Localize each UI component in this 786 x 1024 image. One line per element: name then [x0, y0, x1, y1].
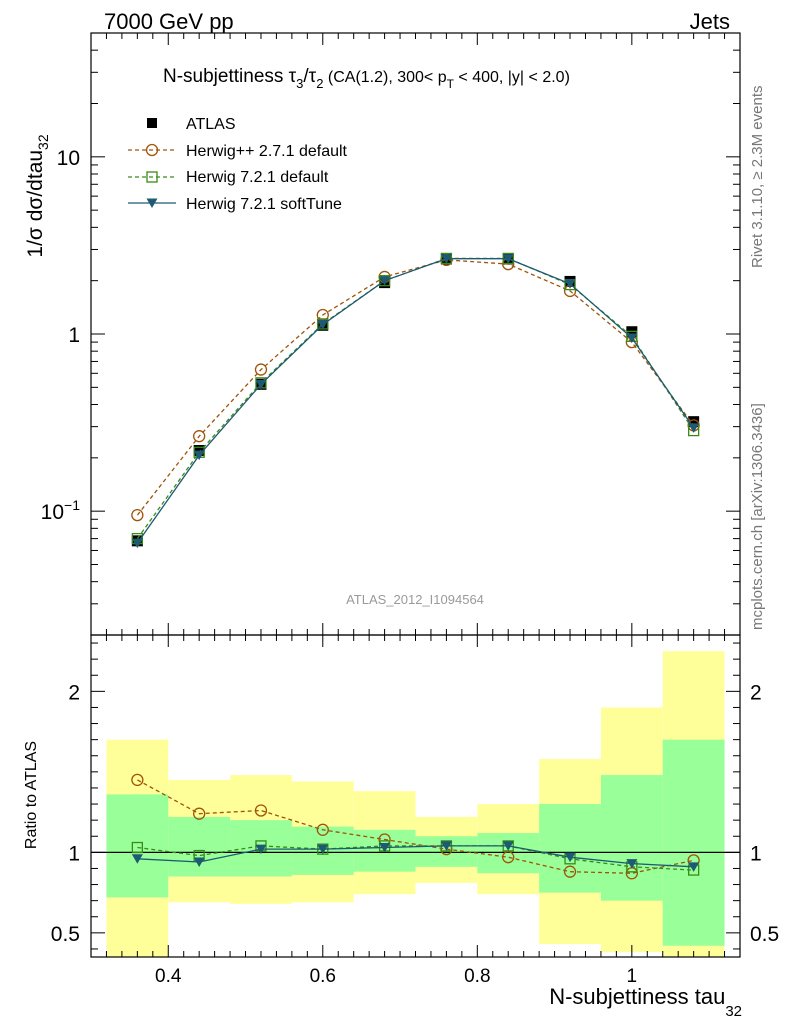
ratio-point-softtune	[688, 862, 700, 872]
ratio-y-tick-label-left: 1	[68, 842, 80, 865]
ratio-point-softtune	[502, 841, 514, 851]
main-point-softtune	[317, 320, 329, 330]
ratio-y-axis-label: Ratio to ATLAS	[23, 741, 40, 849]
ratio-x-tick-label: 1	[627, 966, 638, 987]
ratio-point-softtune	[131, 854, 143, 864]
ratio-uncertainty-bands	[106, 651, 725, 957]
main-point-herwigpp	[131, 508, 144, 522]
main-point-herwigpp	[193, 430, 206, 443]
ratio-point-herwigpp	[316, 823, 329, 836]
main-line-herwig721	[136, 257, 695, 539]
main-point-softtune	[440, 254, 452, 264]
legend-label-softtune: Herwig 7.2.1 softTune	[186, 196, 342, 213]
main-y-axis-label-text: 1/σ dσ/dtau	[24, 150, 47, 258]
main-title: N-subjettiness τ3/τ2 (CA(1.2), 300< pT <…	[163, 66, 570, 91]
ratio-point-softtune	[440, 841, 452, 851]
main-y-tick-label: 1	[68, 324, 80, 347]
legend-label-herwigpp: Herwig++ 2.7.1 default	[186, 143, 348, 160]
main-y-tick-label: 10	[57, 147, 80, 170]
ratio-point-herwigpp	[502, 851, 515, 864]
main-curves	[131, 252, 700, 549]
svg-text:1/σ dσ/dtau32: 1/σ dσ/dtau32	[24, 134, 51, 257]
ratio-point-herwigpp	[254, 804, 268, 817]
ratio-point-softtune	[317, 844, 329, 855]
main-point-softtune	[131, 538, 143, 549]
green-band-bin	[106, 794, 169, 898]
main-y-tick-label: 10−1	[41, 497, 81, 524]
main-point-softtune	[379, 276, 391, 286]
main-point-softtune	[502, 254, 514, 264]
ratio-y-tick-label-left: 0.5	[51, 923, 80, 946]
ratio-point-herwigpp	[193, 807, 206, 820]
legend-entry-herwigpp: Herwig++ 2.7.1 default	[128, 143, 348, 160]
ratio-point-softtune	[193, 857, 205, 868]
ratio-y-tick-label-left: 2	[68, 681, 80, 704]
ratio-y-tick-label-right: 2	[750, 681, 762, 704]
atlas-data-point	[688, 416, 700, 428]
category-label: Jets	[690, 9, 730, 34]
ratio-point-softtune	[626, 859, 638, 869]
main-line-herwigpp	[136, 259, 695, 516]
ratio-x-tick-label: 0.4	[155, 966, 182, 987]
legend-entry-atlas: ATLAS	[147, 116, 236, 133]
main-point-herwigpp	[254, 363, 268, 376]
legend-label-herwig721: Herwig 7.2.1 default	[186, 169, 329, 186]
green-band-bin	[477, 833, 540, 874]
ratio-point-softtune	[564, 852, 576, 863]
main-point-softtune	[626, 333, 638, 343]
green-band-bin	[168, 816, 231, 877]
legend-entry-softtune: Herwig 7.2.1 softTune	[128, 196, 342, 213]
main-line-softtune	[136, 258, 695, 544]
ratio-axis-ticks: 0.4 0.6 0.8 1 0.5 0.5 1 1 2 2	[51, 635, 779, 987]
ratio-point-softtune	[379, 843, 391, 853]
ratio-panel: 0.4 0.6 0.8 1 0.5 0.5 1 1 2 2	[51, 634, 779, 987]
ratio-line-herwig721	[137, 845, 694, 871]
legend-entry-herwig721: Herwig 7.2.1 default	[128, 169, 329, 186]
ratio-line-softtune	[137, 845, 694, 868]
green-band-bin	[539, 804, 601, 893]
mcplots-label: mcplots.cern.ch [arXiv:1306.3436]	[749, 403, 766, 630]
x-axis-label: N-subjettiness tau32	[549, 984, 742, 1020]
main-point-softtune	[193, 450, 205, 461]
main-point-softtune	[564, 279, 576, 289]
main-y-axis-label: 1/σ dσ/dtau32	[24, 134, 51, 257]
ratio-y-tick-label-right: 1	[750, 842, 762, 865]
green-band-bin	[600, 775, 663, 901]
ratio-point-herwigpp	[563, 865, 577, 878]
main-point-softtune	[255, 379, 267, 390]
legend-label-atlas: ATLAS	[186, 116, 236, 133]
rivet-version-label: Rivet 3.1.10, ≥ 2.3M events	[749, 86, 766, 269]
ratio-line-herwigpp	[137, 779, 694, 874]
ratio-x-tick-label: 0.8	[464, 966, 490, 987]
main-axis-ticks: 10−1 1 10	[41, 32, 741, 636]
ratio-y-tick-label-right: 0.5	[750, 923, 779, 946]
ratio-curves	[131, 773, 700, 880]
ratio-point-herwig721	[131, 841, 144, 854]
main-y-axis-label-sub: 32	[35, 134, 51, 150]
main-panel: 10−1 1 10 N-subjettiness τ3/τ2 (CA(1.2), 3…	[41, 32, 741, 636]
legend: ATLAS Herwig++ 2.7.1 default Herwig 7.2.…	[128, 116, 348, 213]
ratio-point-herwigpp	[131, 773, 144, 787]
green-band-bin	[662, 739, 725, 946]
ratio-x-tick-label: 0.6	[310, 966, 336, 987]
main-point-softtune	[688, 423, 700, 433]
atlas-data-point	[193, 445, 205, 457]
energy-label: 7000 GeV pp	[104, 9, 234, 34]
analysis-id-label: ATLAS_2012_I1094564	[346, 592, 484, 607]
ratio-point-softtune	[255, 844, 267, 855]
